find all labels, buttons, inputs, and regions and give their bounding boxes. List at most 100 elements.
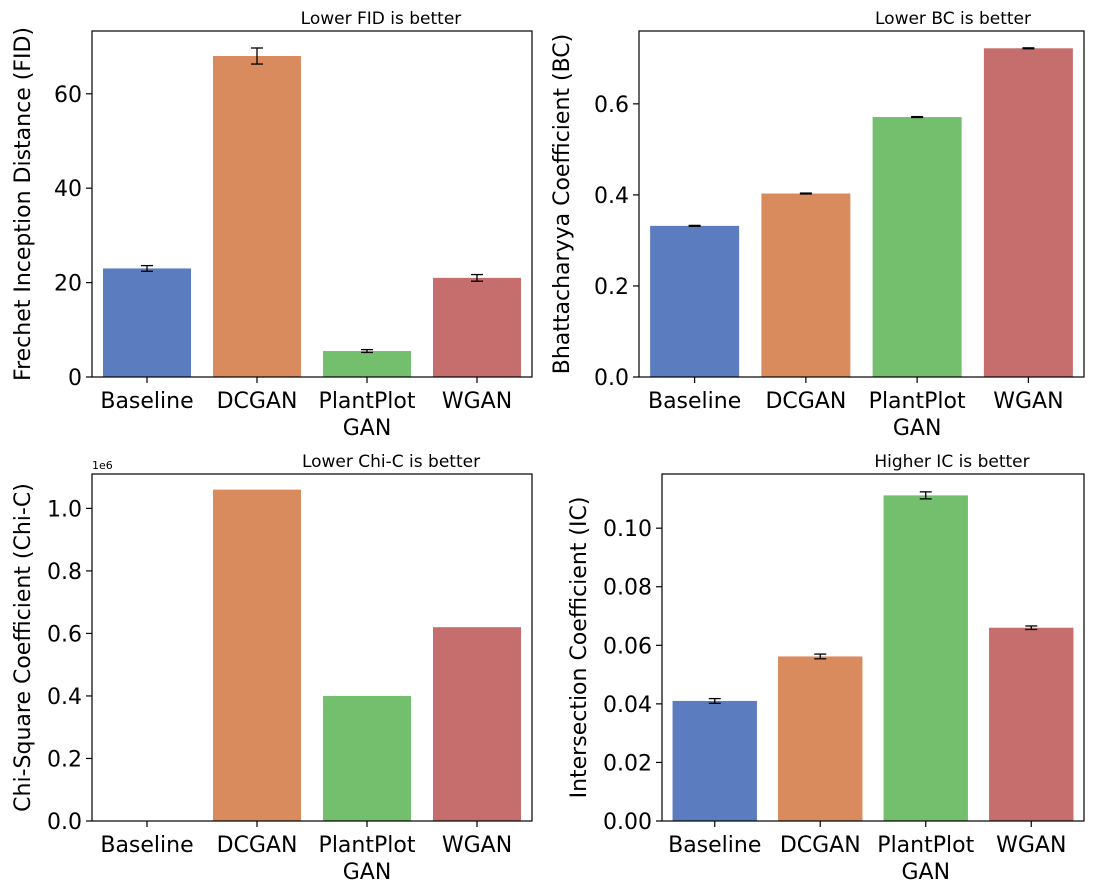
chart-title: Lower Chi-C is better (302, 452, 480, 472)
y-tick-label: 0.6 (594, 93, 629, 118)
x-tick-label-line: Baseline (648, 389, 741, 414)
bar-4-2 (778, 656, 863, 821)
error-bar-1-2 (251, 47, 263, 65)
chart-panel-4: Baseline DCGAN PlantPlot GAN WGAN 0.00 0.02 0.0… (567, 452, 1085, 885)
error-bar-4-3 (919, 491, 932, 500)
x-tick-label-line: DCGAN (765, 389, 846, 414)
chart-title: Lower BC is better (875, 9, 1031, 29)
error-bar-2-1 (688, 224, 701, 227)
error-bar-2-2 (799, 192, 812, 195)
x-tick-label-line: PlantPlot (319, 389, 416, 414)
bar-3-4 (433, 627, 521, 821)
x-tick-label-line: DCGAN (780, 833, 861, 858)
x-tick-label: Baseline (648, 389, 741, 414)
y-tick-label: 0.04 (603, 693, 652, 718)
axes-frame (638, 30, 1085, 378)
y-tick-label: 0.4 (594, 184, 629, 209)
axes-frame (91, 473, 533, 822)
x-tick-label-line: GAN (893, 416, 942, 441)
x-tick-label-line: PlantPlot (319, 833, 416, 858)
bar-3-2 (213, 489, 301, 821)
x-tick-label-line: GAN (901, 860, 950, 885)
error-bar-2-4 (1022, 47, 1035, 50)
x-tick-label-line: PlantPlot (869, 389, 966, 414)
error-bar-1-3 (361, 348, 373, 354)
y-tick-label: 0.8 (47, 560, 82, 585)
x-tick-label: DCGAN (765, 389, 846, 414)
error-bar-4-2 (814, 653, 827, 660)
x-tick-label: PlantPlot GAN (319, 389, 416, 441)
x-tick-label: WGAN (442, 389, 512, 414)
bar-2-4 (983, 48, 1073, 378)
bar-4-4 (989, 627, 1074, 821)
y-tick-label: 0.6 (47, 622, 82, 647)
y-tick-label: 0.10 (603, 517, 652, 542)
bar-4-1 (672, 700, 757, 821)
chart-title: Higher IC is better (874, 452, 1029, 472)
x-tick-label-line: Baseline (668, 833, 761, 858)
x-tick-label: DCGAN (217, 833, 298, 858)
x-tick-label: Baseline (100, 833, 193, 858)
bar-2-1 (650, 225, 740, 377)
x-tick-label-line: PlantPlot (877, 833, 974, 858)
y-tick-label: 1.0 (47, 497, 82, 522)
x-tick-label: PlantPlot GAN (869, 389, 966, 441)
x-tick-label-line: DCGAN (217, 833, 298, 858)
error-bar-1-1 (141, 264, 153, 272)
x-tick-label: WGAN (996, 833, 1066, 858)
y-tick-label: 0.08 (603, 576, 652, 601)
y-tick-label: 0.4 (47, 685, 82, 710)
x-tick-label-line: GAN (343, 416, 392, 441)
y-tick-label: 0 (68, 366, 82, 391)
bar-1-4 (433, 277, 521, 377)
y-axis-label: Intersection Coefficient (IC) (567, 497, 592, 799)
error-bar-2-3 (911, 115, 924, 119)
bar-1-2 (213, 56, 301, 378)
x-tick-label: PlantPlot GAN (319, 833, 416, 885)
y-tick-label: 40 (54, 177, 82, 202)
x-tick-label-line: Baseline (100, 833, 193, 858)
y-tick-label: 0.06 (603, 634, 652, 659)
bar-1-1 (103, 268, 191, 377)
y-tick-label: 20 (54, 272, 82, 297)
x-tick-label: Baseline (100, 389, 193, 414)
axes-frame (661, 473, 1085, 822)
bar-2-3 (872, 117, 962, 377)
x-tick-label: Baseline (668, 833, 761, 858)
x-tick-label-line: Baseline (100, 389, 193, 414)
y-axis-label: Bhattacharyya Coefficient (BC) (550, 34, 575, 375)
y-tick-label: 0.2 (47, 747, 82, 772)
error-bar-4-1 (708, 697, 721, 704)
x-tick-label: WGAN (442, 833, 512, 858)
x-tick-label-line: WGAN (993, 389, 1063, 414)
x-tick-label: DCGAN (780, 833, 861, 858)
y-offset-label: 1e6 (92, 459, 113, 472)
x-tick-label: WGAN (993, 389, 1063, 414)
y-tick-label: 0.00 (603, 810, 652, 835)
error-bar-1-4 (471, 273, 483, 282)
error-bar-4-4 (1025, 625, 1038, 631)
axes-frame (91, 30, 533, 378)
x-tick-label-line: DCGAN (217, 389, 298, 414)
y-axis-label: Frechet Inception Distance (FID) (11, 27, 36, 381)
x-tick-label-line: GAN (343, 860, 392, 885)
y-tick-label: 0.02 (603, 751, 652, 776)
x-tick-label-line: WGAN (996, 833, 1066, 858)
y-axis-label: Chi-Square Coefficient (Chi-C) (11, 483, 36, 812)
chart-panel-2: Baseline DCGAN PlantPlot GAN WGAN 0.0 0.2 0.4 0.… (550, 9, 1085, 441)
x-tick-label-line: WGAN (442, 833, 512, 858)
bar-4-3 (883, 495, 968, 821)
chart-panel-3: Baseline DCGAN PlantPlot GAN WGAN 0.0 0.2 0.4 0.… (11, 452, 533, 885)
bar-1-3 (323, 351, 411, 377)
x-tick-label: DCGAN (217, 389, 298, 414)
bar-3-3 (323, 695, 411, 821)
y-tick-label: 0.0 (47, 810, 82, 835)
y-tick-label: 0.2 (594, 275, 629, 300)
x-tick-label-line: WGAN (442, 389, 512, 414)
y-tick-label: 0.0 (594, 366, 629, 391)
x-tick-label: PlantPlot GAN (877, 833, 974, 885)
y-tick-label: 60 (54, 83, 82, 108)
chart-panel-1: Baseline DCGAN PlantPlot GAN WGAN 0 20 40 60 Lowe… (11, 9, 533, 441)
chart-title: Lower FID is better (301, 9, 462, 29)
